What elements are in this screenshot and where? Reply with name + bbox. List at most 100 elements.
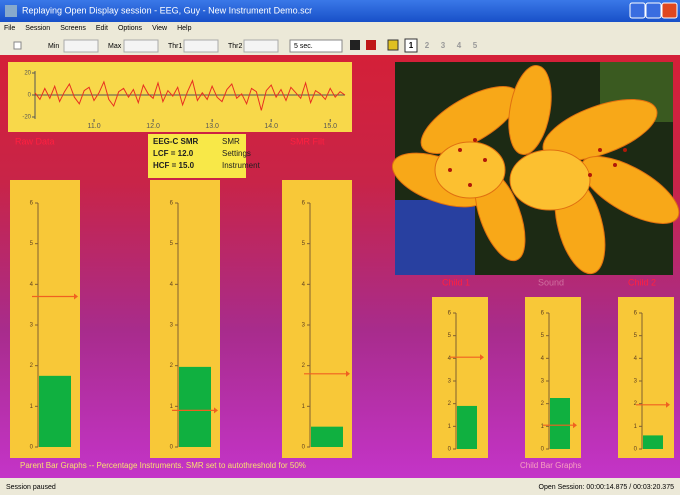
scale-label: 3 xyxy=(541,379,545,385)
trace-chart: 20 0 -20 11.0 12.0 13.0 14.0 15.0 xyxy=(22,71,346,130)
menu-item[interactable]: Screens xyxy=(60,25,86,32)
scale-label: 4 xyxy=(302,282,306,288)
scale-label: 0 xyxy=(448,447,452,453)
bar-panel xyxy=(618,297,674,458)
duration-select[interactable] xyxy=(289,39,343,53)
scale-label: 3 xyxy=(634,379,638,385)
maximize-button[interactable] xyxy=(645,2,662,19)
scale-label: 3 xyxy=(448,379,452,385)
scale-label: 2 xyxy=(448,401,452,407)
scale-label: 1 xyxy=(30,404,34,410)
scale-label: 5 xyxy=(541,333,545,339)
minimize-button[interactable] xyxy=(629,2,646,19)
input-field[interactable] xyxy=(183,39,219,53)
scale-label: 4 xyxy=(30,282,34,288)
bar xyxy=(643,435,663,449)
eeg-trace xyxy=(34,79,346,111)
menu-item[interactable]: Edit xyxy=(96,25,108,32)
photo-label: Child 1 xyxy=(442,277,470,287)
threshold-arrow xyxy=(666,401,670,408)
field-label: Max xyxy=(108,43,122,50)
info-text: SMR xyxy=(222,137,240,146)
screen-selected xyxy=(404,38,418,53)
status-bar xyxy=(0,478,680,495)
scale-label: 4 xyxy=(170,282,174,288)
app-icon xyxy=(5,5,17,17)
scale-label: 5 xyxy=(170,241,174,247)
info-text: LCF = 12.0 xyxy=(153,149,194,158)
info-text: HCF = 15.0 xyxy=(153,161,195,170)
screen-button[interactable]: 1 xyxy=(409,41,414,50)
close-button[interactable] xyxy=(661,2,678,19)
input-field[interactable] xyxy=(243,39,279,53)
screen-button[interactable]: 2 xyxy=(425,41,430,50)
menu-item[interactable]: Session xyxy=(25,25,50,32)
scale-label: 0 xyxy=(541,447,545,453)
input-field[interactable] xyxy=(123,39,159,53)
screen-button[interactable]: 3 xyxy=(441,41,446,50)
scale-label: 1 xyxy=(170,404,174,410)
flower-photo xyxy=(391,62,680,275)
scale-label: 4 xyxy=(541,356,545,362)
menu-item[interactable]: Help xyxy=(177,25,192,32)
trace-label: Raw Data xyxy=(15,136,55,146)
parent-caption: Parent Bar Graphs -- Percentage Instrume… xyxy=(20,461,306,470)
duration-value: 5 sec. xyxy=(294,43,313,50)
photo-label: Child 2 xyxy=(628,277,656,287)
threshold-arrow xyxy=(346,370,350,377)
bar xyxy=(457,405,477,449)
bar xyxy=(311,426,343,447)
scale-label: 3 xyxy=(30,323,34,329)
scale-label: 6 xyxy=(302,201,306,207)
field-label: Thr2 xyxy=(228,43,243,50)
title-bar xyxy=(0,0,680,22)
scale-label: 0 xyxy=(302,445,306,451)
y-tick-label: 20 xyxy=(24,71,31,77)
x-tick-label: 13.0 xyxy=(205,123,219,130)
scale-label: 4 xyxy=(448,356,452,362)
scale-label: 2 xyxy=(30,363,34,369)
y-tick-label: -20 xyxy=(22,115,31,121)
scale-label: 6 xyxy=(634,311,638,317)
x-tick-label: 11.0 xyxy=(87,123,100,130)
scale-label: 2 xyxy=(170,363,174,369)
scale-label: 1 xyxy=(541,424,545,430)
status-text: Session paused xyxy=(6,484,56,491)
scale-label: 6 xyxy=(170,201,174,207)
menu-item[interactable]: View xyxy=(152,25,168,32)
x-tick-label: 12.0 xyxy=(146,123,160,130)
scale-label: 5 xyxy=(634,333,638,339)
toolbar: Min Max Thr1 Thr2 5 sec. 1 2 3 4 5 xyxy=(13,38,478,53)
threshold-arrow xyxy=(214,407,218,414)
bar xyxy=(179,366,211,447)
info-text: Settings xyxy=(222,149,251,158)
y-tick-label: 0 xyxy=(28,93,32,99)
bar-graphs: 0 1 2 3 4 5 6 0 1 2 3 4 5 6 0 1 2 3 4 5 6 0 1 2 3 4 5 6 0 1 2 3 4 5 6 0 1 2 3 4… xyxy=(10,180,674,458)
field-label: Thr1 xyxy=(168,43,183,50)
info-text: Instrument xyxy=(222,161,261,170)
menu-bar: File Session Screens Edit Options View Help xyxy=(4,25,192,32)
screen-button[interactable]: 5 xyxy=(473,41,478,50)
checkbox[interactable] xyxy=(13,41,22,50)
scale-label: 0 xyxy=(170,445,174,451)
threshold-arrow xyxy=(74,293,78,300)
child-caption: Child Bar Graphs xyxy=(520,461,581,470)
scale-label: 6 xyxy=(541,311,545,317)
menu-item[interactable]: Options xyxy=(118,25,143,32)
session-time: Open Session: 00:00:14.875 / 00:03:20.37… xyxy=(539,484,675,491)
input-field[interactable] xyxy=(63,39,99,53)
threshold-arrow xyxy=(573,422,577,429)
menu-item[interactable]: File xyxy=(4,25,15,32)
info-rows: EEG-C SMR SMR LCF = 12.0 Settings HCF = 15.0… xyxy=(153,137,261,170)
scale-label: 6 xyxy=(448,311,452,317)
button[interactable] xyxy=(387,39,399,51)
button[interactable] xyxy=(366,40,376,50)
button[interactable] xyxy=(350,40,360,50)
scale-label: 2 xyxy=(302,363,306,369)
screen-button[interactable]: 4 xyxy=(457,41,462,50)
x-tick-label: 15.0 xyxy=(323,123,337,130)
info-text: EEG-C SMR xyxy=(153,137,199,146)
